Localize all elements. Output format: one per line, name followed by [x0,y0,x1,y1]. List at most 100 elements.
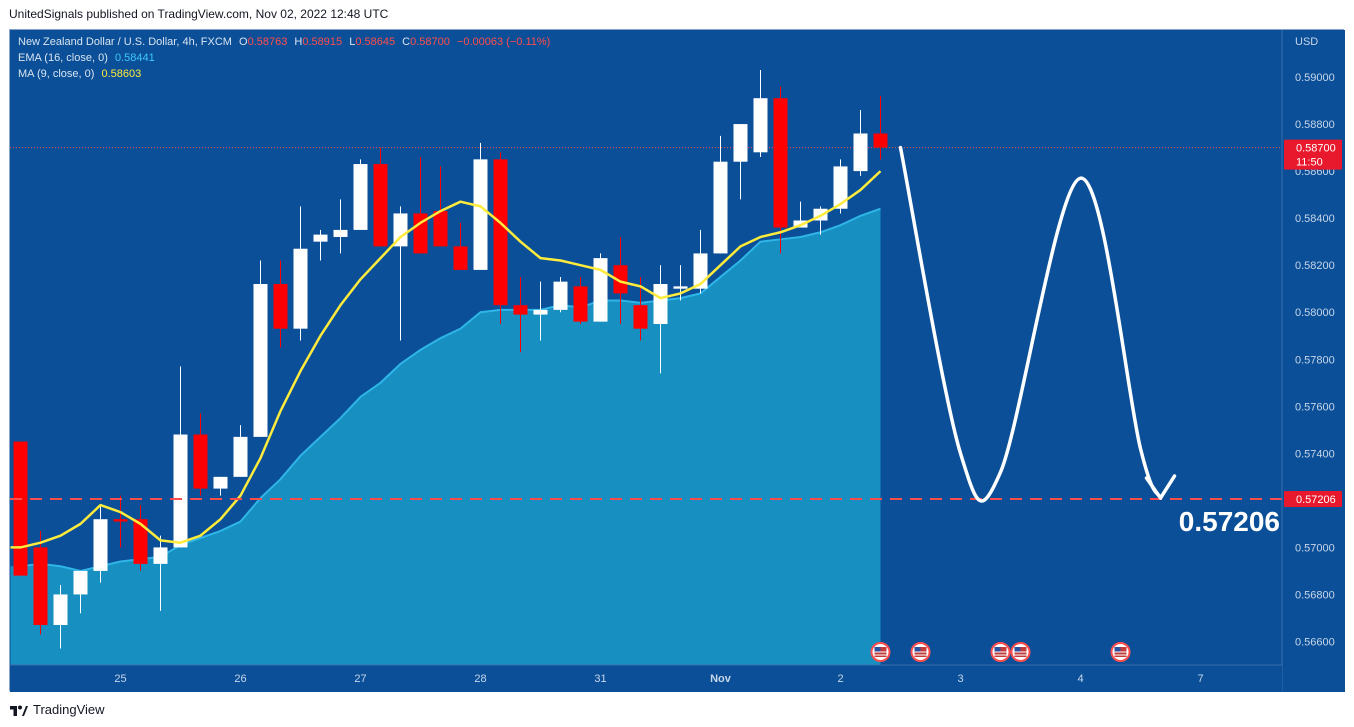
candle [333,199,348,254]
chart-svg[interactable]: 0.57206 USD0.590000.588000.586000.584000… [10,30,1345,692]
open-label: O [239,36,248,48]
candle [213,476,228,496]
price-tick-label: 0.58800 [1295,119,1335,131]
ma-line-layer [10,170,882,549]
candle [873,95,888,160]
candle-body [53,594,68,626]
candle-body [773,98,788,228]
time-tick-label: Nov [710,673,732,685]
candle [33,530,48,635]
tradingview-footer[interactable]: TradingView [10,702,105,717]
legend-symbol-row: New Zealand Dollar / U.S. Dollar, 4h, FX… [18,36,554,48]
close-label: C [402,36,411,48]
candle-body [213,476,228,489]
time-tick-label: 31 [594,673,606,685]
last-price-box [1284,139,1342,170]
ema-area [10,208,881,666]
price-tick-label: 0.58200 [1295,260,1335,272]
ma-label: MA (9, close, 0) [18,68,95,80]
candle [393,206,408,341]
time-tick-label: 26 [234,673,246,685]
publish-header: UnitedSignals published on TradingView.c… [9,7,389,21]
footer-brand: TradingView [33,702,105,717]
high-label: H [294,36,303,48]
candle [373,147,388,247]
price-tick-label: 0.56600 [1295,636,1335,648]
target-price-label: 0.57206 [1179,506,1280,537]
candle [253,260,268,437]
symbol-title: New Zealand Dollar / U.S. Dollar, 4h, FX… [18,36,232,48]
high-value: 0.58915 [302,36,343,48]
time-axis-bg [10,665,1282,692]
forecast-path-layer [898,145,1177,503]
price-tick-label: 0.59000 [1295,72,1335,84]
price-tick-label: 0.57600 [1295,401,1335,413]
candle-body [833,166,848,209]
candle [353,159,368,230]
candle-body [133,519,148,564]
candle-body [853,133,868,172]
candle [533,281,548,341]
candle-body [453,246,468,270]
candle-body [373,164,388,247]
candle [493,152,508,324]
candle [513,276,528,353]
candle [853,109,868,176]
candle [293,206,308,341]
candle-body [253,284,268,437]
candle-body [433,211,448,247]
time-axis: 25 26 27 28 31 Nov 2 3 4 7 [10,664,1282,692]
tradingview-logo-icon [10,705,28,716]
candle-body [293,248,308,329]
candle-body [393,213,408,247]
currency-label: USD [1295,36,1318,48]
price-tick-label: 0.58400 [1295,213,1335,225]
forecast-path [898,145,1163,503]
candle-body [753,98,768,153]
candle [113,495,128,548]
chart-area[interactable]: 0.57206 USD 0.59000 0.58800 0.58600 0.58400 0… [9,29,1345,692]
time-tick-label: 25 [114,673,126,685]
candles-layer [13,69,888,649]
price-tick-label: 0.58000 [1295,307,1335,319]
candle-body [93,519,108,571]
close-value: 0.58700 [410,36,450,48]
ema-area-layer [10,207,881,666]
candle [773,86,788,254]
candle [233,425,248,477]
candle-body [313,234,328,242]
candle-body [113,519,128,522]
target-axis-label: 0.57206 [1296,494,1336,506]
candle-body [553,281,568,310]
candle [173,366,188,548]
candle [553,276,568,313]
time-tick-label: 3 [957,673,963,685]
last-price-label: 0.58700 [1296,143,1336,155]
price-tick-label: 0.57400 [1295,448,1335,460]
candle-body [33,547,48,626]
us-event-flag-icon [990,642,1011,662]
us-event-flag-icon [910,642,931,662]
candle [753,69,768,157]
candle [193,413,208,496]
candle-body [413,213,428,254]
low-value: 0.58645 [355,36,396,48]
time-tick-label: 7 [1197,673,1203,685]
price-tick-label: 0.56800 [1295,589,1335,601]
ma-value: 0.58603 [101,68,142,80]
candle [733,124,748,200]
time-tick-label: 2 [837,673,843,685]
candle [413,157,428,254]
candle-body [673,286,688,289]
price-axis: USD0.590000.588000.586000.584000.582000.… [1281,30,1345,692]
candle-body [593,258,608,322]
legend-ema-row: EMA (16, close, 0) 0.58441 [18,52,159,64]
candle [13,441,28,576]
time-tick-label: 28 [474,673,486,685]
price-tick-label: 0.57800 [1295,354,1335,366]
ema-label: EMA (16, close, 0) [18,52,108,64]
low-label: L [349,36,356,48]
us-event-flag-icon [1010,642,1031,662]
us-event-flag-icon [870,642,891,662]
candle [73,570,88,614]
